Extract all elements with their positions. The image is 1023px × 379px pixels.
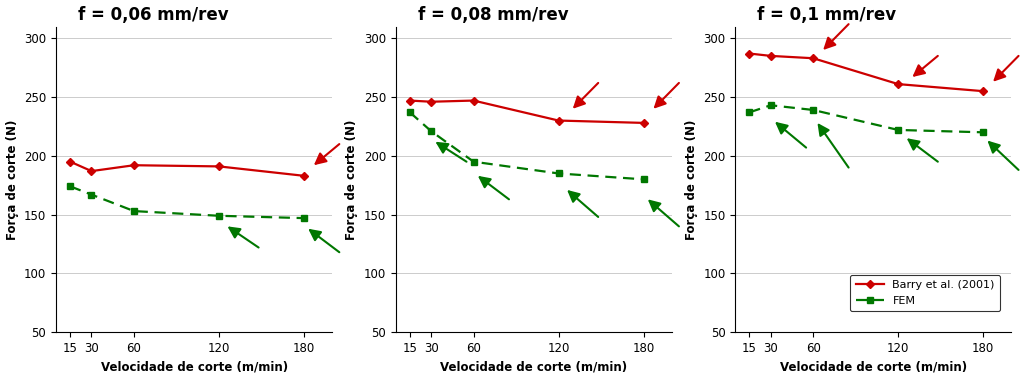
Text: f = 0,08 mm/rev: f = 0,08 mm/rev bbox=[417, 6, 569, 23]
X-axis label: Velocidade de corte (m/min): Velocidade de corte (m/min) bbox=[100, 360, 287, 373]
Text: f = 0,1 mm/rev: f = 0,1 mm/rev bbox=[757, 6, 896, 23]
Legend: Barry et al. (2001), FEM: Barry et al. (2001), FEM bbox=[850, 275, 1000, 311]
X-axis label: Velocidade de corte (m/min): Velocidade de corte (m/min) bbox=[440, 360, 627, 373]
Y-axis label: Força de corte (N): Força de corte (N) bbox=[5, 119, 18, 240]
Text: f = 0,06 mm/rev: f = 0,06 mm/rev bbox=[78, 6, 229, 23]
Y-axis label: Força de corte (N): Força de corte (N) bbox=[345, 119, 358, 240]
Y-axis label: Força de corte (N): Força de corte (N) bbox=[684, 119, 698, 240]
X-axis label: Velocidade de corte (m/min): Velocidade de corte (m/min) bbox=[780, 360, 967, 373]
